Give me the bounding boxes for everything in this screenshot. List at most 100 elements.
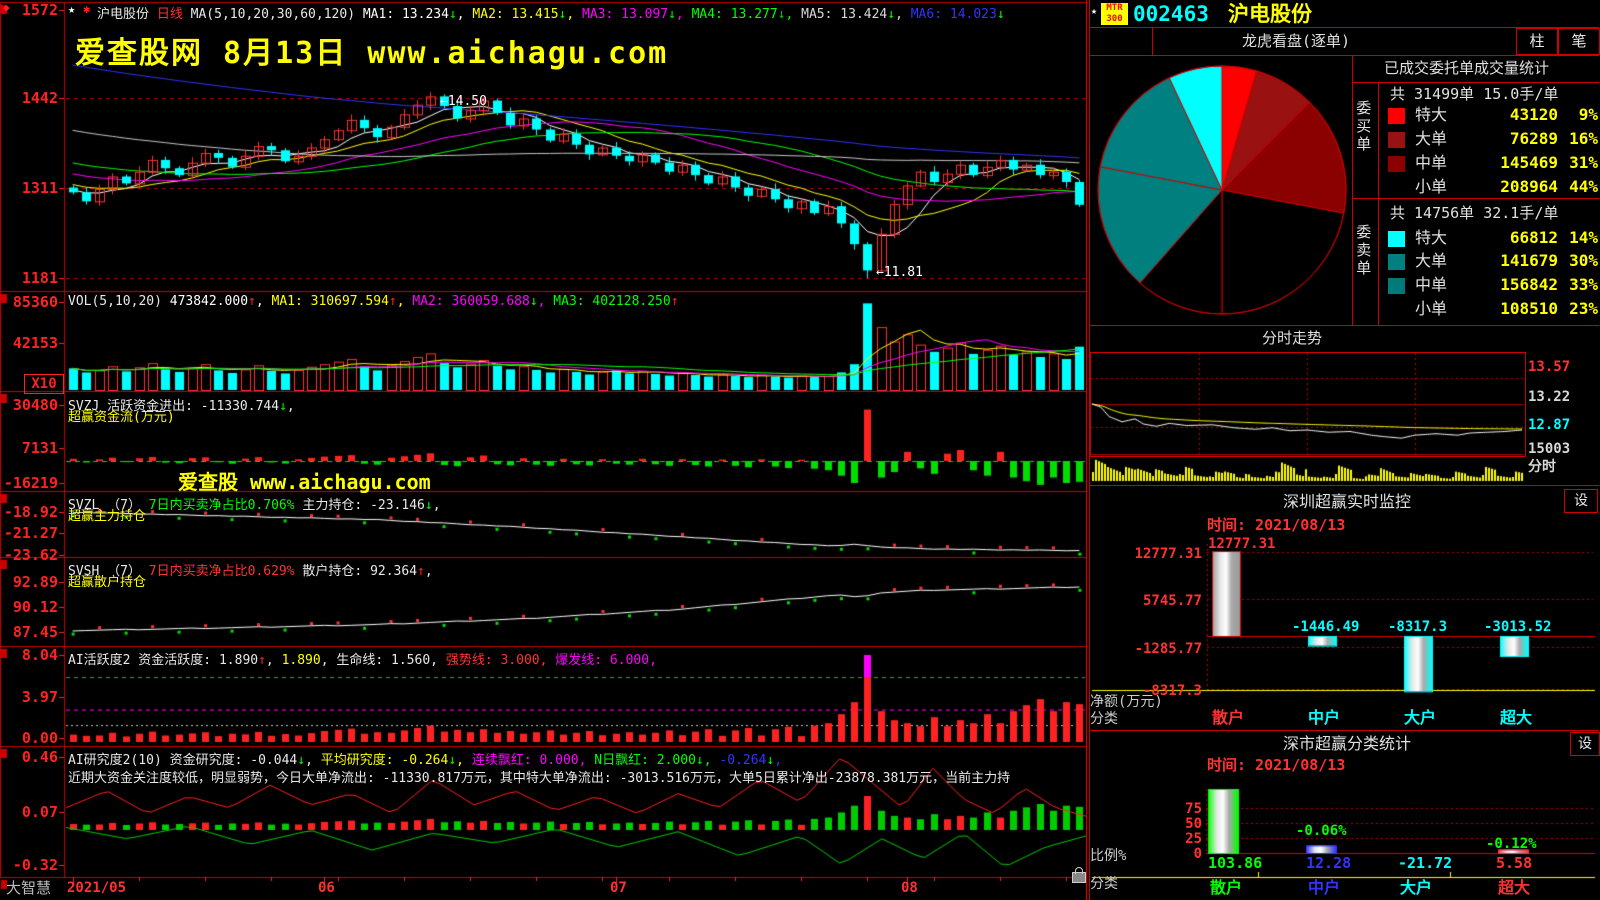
main-chart-canvas[interactable] bbox=[0, 0, 1088, 900]
monitor-bar-chart bbox=[1088, 484, 1600, 730]
stats-unit-label: 比例% bbox=[1090, 848, 1127, 864]
mtr300-badge[interactable]: MTR 300 bbox=[1101, 3, 1128, 25]
stats-class-label: 分类 bbox=[1090, 876, 1118, 892]
hdr-main-segment: MA(5,10,20,30,60,120) bbox=[190, 7, 363, 22]
hdr-main-segment: , bbox=[675, 7, 692, 22]
hdr-vol-segment: , bbox=[255, 294, 272, 309]
hdr-main-segment: , bbox=[785, 7, 802, 22]
monitor-axis-label: 5745.77 bbox=[1142, 593, 1202, 609]
hdr-act-segment: AI活跃度2 资金活跃度: 1.890 bbox=[68, 653, 259, 668]
high-price-annotation: ←14.50 bbox=[440, 94, 487, 109]
order-size-name: 中单 bbox=[1415, 275, 1448, 294]
order-volume: 76289 bbox=[1509, 129, 1558, 148]
intraday-chart bbox=[1090, 352, 1524, 483]
hdr-main-segment: MA4: 13.277 bbox=[691, 7, 778, 22]
hdr-res-segment: 连续飘红: 0.000, bbox=[471, 753, 595, 768]
y-axis-label: 90.12 bbox=[12, 598, 58, 616]
tab-column-mode[interactable]: 柱 bbox=[1516, 28, 1558, 55]
hdr-vol-segment: ↑ bbox=[248, 294, 256, 309]
stats-settings-button[interactable]: 设 bbox=[1570, 732, 1600, 756]
hdr-res-segment: , bbox=[456, 753, 472, 768]
hdr-res-segment: ↓ bbox=[448, 753, 457, 768]
badge-top-text: MTR bbox=[1106, 3, 1123, 13]
stock-code: 002463 bbox=[1133, 2, 1209, 26]
order-volume: 208964 bbox=[1500, 177, 1558, 196]
hdr-vol-segment: MA1: 310697.594 bbox=[271, 294, 389, 309]
stats-axis-label: 75 bbox=[1185, 801, 1202, 817]
order-volume: 66812 bbox=[1509, 228, 1558, 247]
order-table-title: 已成交委托单成交量统计 bbox=[1384, 59, 1550, 77]
y-axis-label: 85360 bbox=[12, 293, 58, 311]
hdr-svzl-segment: SVZL （7） bbox=[68, 498, 149, 513]
y-axis-label: 1442 bbox=[21, 89, 58, 107]
intraday-title: 分时走势 bbox=[1262, 329, 1323, 347]
intraday-price-label: 13.57 bbox=[1528, 359, 1571, 375]
hdr-res-segment: ↓ bbox=[766, 753, 775, 768]
hdr-act-segment: , bbox=[265, 653, 282, 668]
size-swatch bbox=[1388, 132, 1405, 148]
order-percent: 30% bbox=[1569, 251, 1598, 270]
order-volume: 43120 bbox=[1509, 105, 1558, 124]
hdr-svzl-segment: , bbox=[432, 498, 441, 513]
stats-category-label: 大户 bbox=[1400, 878, 1433, 897]
favorite-star-icon-right[interactable]: ★ bbox=[1091, 6, 1098, 17]
order-percent: 14% bbox=[1569, 228, 1598, 247]
low-price-annotation: ←11.81 bbox=[876, 265, 923, 280]
order-percent: 31% bbox=[1569, 153, 1598, 172]
size-swatch bbox=[1388, 231, 1405, 247]
y-axis-label: 1572 bbox=[21, 1, 58, 19]
order-size-name: 大单 bbox=[1415, 129, 1448, 148]
size-swatch bbox=[1388, 278, 1405, 294]
order-volume: 145469 bbox=[1500, 153, 1558, 172]
timeline-month-label: 2021/05 bbox=[67, 880, 127, 896]
monitor-category-label: 中户 bbox=[1308, 708, 1341, 727]
monitor-axis-label: -1285.77 bbox=[1134, 641, 1202, 657]
order-size-name: 特大 bbox=[1415, 228, 1448, 247]
y-axis-label: 8.04 bbox=[21, 646, 58, 664]
hdr-main-segment: MA5: 13.424 bbox=[801, 7, 888, 22]
hdr-main-segment: 沪电股份 bbox=[97, 7, 157, 22]
hdr-main-segment: , bbox=[895, 7, 911, 22]
order-volume: 141679 bbox=[1500, 251, 1558, 270]
timeline-month-label: 08 bbox=[901, 880, 918, 896]
y-axis-label: -18.92 bbox=[3, 503, 58, 521]
stats-bar-value: 103.86 bbox=[1208, 854, 1263, 872]
hdr-vol-segment: , bbox=[537, 294, 554, 309]
hdr-res-segment: ↓ bbox=[297, 753, 306, 768]
research-comment-line: 近期大资金关注度较低，明显弱势，今日大单净流出: -11330.817万元，其中… bbox=[68, 771, 1011, 786]
badge-bottom-text: 300 bbox=[1106, 14, 1123, 24]
monitor-time: 时间: 2021/08/13 bbox=[1207, 516, 1346, 534]
brand-label: 大智慧 bbox=[6, 879, 52, 897]
stats-category-label: 中户 bbox=[1308, 878, 1341, 897]
research-panel-header: AI研究度2(10) 资金研究度: -0.044↓, 平均研究度: -0.264… bbox=[68, 749, 1080, 768]
hdr-svsh-segment: , bbox=[424, 564, 433, 579]
hdr-act-segment: 强势线: 3.000, bbox=[445, 653, 556, 668]
order-percent: 33% bbox=[1569, 275, 1598, 294]
corner-icon[interactable]: ◆ bbox=[3, 1, 10, 14]
stats-bar-chart bbox=[1088, 730, 1600, 900]
timeline-month-label: 07 bbox=[610, 880, 627, 896]
hdr-main-segment: ↓ bbox=[668, 7, 676, 22]
volume-multiplier-badge: X10 bbox=[24, 374, 64, 394]
monitor-title: 深圳超赢实时监控 bbox=[1283, 492, 1412, 511]
y-axis-label: -21.27 bbox=[3, 524, 58, 542]
hdr-main-segment: MA1: 13.234 bbox=[362, 7, 449, 22]
y-axis-label: 30480 bbox=[12, 396, 58, 414]
monitor-top-value: 12777.31 bbox=[1208, 536, 1276, 552]
hdr-act-segment: 爆发线: 6.000, bbox=[555, 653, 657, 668]
order-pie-chart bbox=[1089, 54, 1355, 326]
buy-summary: 共 31499单 15.0手/单 bbox=[1390, 85, 1559, 103]
y-axis-label: 0.07 bbox=[21, 803, 58, 821]
timeline-month-label: 06 bbox=[318, 880, 335, 896]
tab-tick-mode[interactable]: 笔 bbox=[1558, 28, 1600, 55]
monitor-settings-button[interactable]: 设 bbox=[1564, 489, 1598, 513]
monitor-category-label: 散户 bbox=[1212, 708, 1245, 727]
size-swatch bbox=[1388, 156, 1405, 172]
hdr-main-segment: MA6: 14.023 bbox=[910, 7, 997, 22]
hdr-act-segment: ↑ bbox=[258, 653, 266, 668]
order-percent: 16% bbox=[1569, 129, 1598, 148]
intraday-price-label: 15003 bbox=[1528, 441, 1571, 457]
y-axis-label: 42153 bbox=[12, 334, 58, 352]
favorite-star-icon[interactable]: ★ bbox=[68, 2, 76, 16]
stats-bar-value: 5.58 bbox=[1496, 854, 1533, 872]
